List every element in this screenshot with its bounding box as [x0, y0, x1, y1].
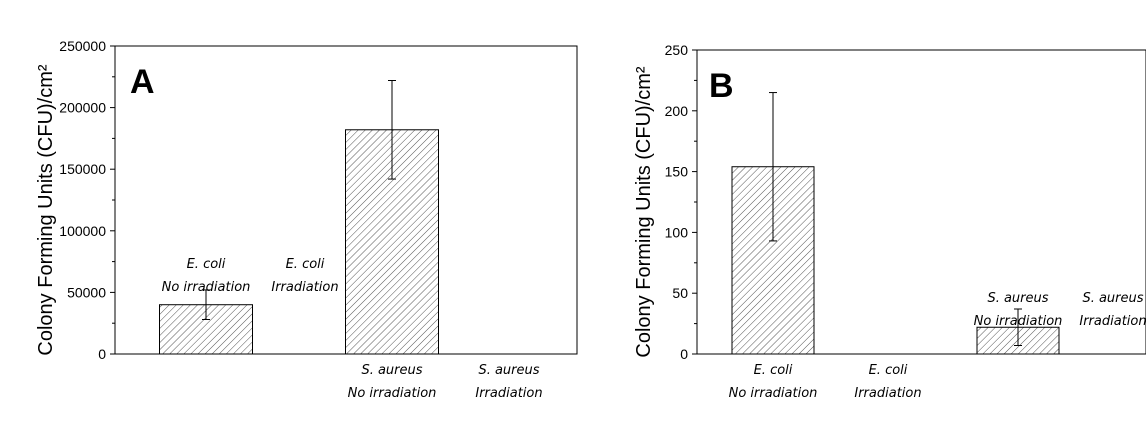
- bar-label-condition: Irradiation: [854, 386, 921, 401]
- y-tick-label: 150000: [59, 161, 106, 177]
- bar-label-organism: E. coli: [187, 257, 226, 272]
- y-tick-label: 250: [665, 42, 689, 58]
- y-tick-label: 100000: [59, 223, 106, 239]
- panel-letter: A: [130, 63, 155, 101]
- y-tick-label: 200: [665, 103, 689, 119]
- bar-label-condition: Irradiation: [271, 280, 338, 295]
- bar-label-organism: E. coli: [754, 363, 793, 378]
- y-axis-title: Colony Forming Units (CFU)/cm²: [633, 66, 655, 357]
- bar-label-condition: No irradiation: [974, 314, 1063, 329]
- y-tick-label: 100: [665, 224, 689, 240]
- y-axis-title: Colony Forming Units (CFU)/cm²: [35, 64, 57, 355]
- bar-label-condition: Irradiation: [1079, 314, 1146, 329]
- y-tick-label: 0: [680, 346, 688, 362]
- y-tick-label: 150: [665, 164, 689, 180]
- bar-label-organism: S. aureus: [478, 363, 539, 378]
- bar-label-condition: No irradiation: [348, 386, 437, 401]
- bar-label-condition: Irradiation: [475, 386, 542, 401]
- bar-label-condition: No irradiation: [162, 280, 251, 295]
- y-tick-label: 250000: [59, 38, 106, 54]
- bar-label-organism: E. coli: [286, 257, 325, 272]
- bar-label-condition: No irradiation: [729, 386, 818, 401]
- y-tick-label: 200000: [59, 100, 106, 116]
- y-tick-label: 50: [672, 285, 688, 301]
- panel-b: 0 50 100 150 200 250 Colony Forming Units (CFU…: [633, 42, 1146, 401]
- bar-label-organism: S. aureus: [361, 363, 422, 378]
- panel-letter: B: [709, 67, 734, 105]
- bar-label-organism: S. aureus: [1082, 291, 1143, 306]
- bar-label-organism: S. aureus: [987, 291, 1048, 306]
- y-tick-label: 50000: [67, 284, 106, 300]
- y-tick-label: 0: [98, 346, 106, 362]
- bar-label-organism: E. coli: [869, 363, 908, 378]
